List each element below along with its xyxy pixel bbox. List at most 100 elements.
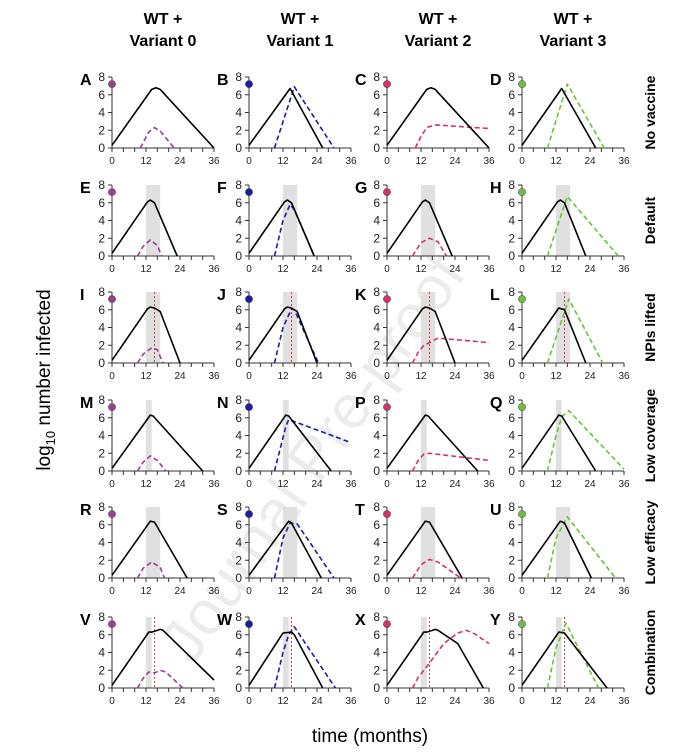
x-tick-label: 24: [311, 479, 323, 490]
x-tick-label: 24: [449, 586, 461, 597]
y-tick-label: 2: [98, 663, 105, 677]
y-tick-label: 0: [235, 141, 242, 155]
y-tick-label: 0: [373, 464, 380, 478]
column-title-line2: Variant 2: [405, 33, 472, 50]
x-tick-label: 24: [311, 156, 323, 167]
wt-line: [521, 520, 593, 579]
y-tick-label: 2: [235, 446, 242, 460]
wt-line: [386, 199, 453, 257]
x-tick-label: 0: [384, 156, 390, 167]
column-title-line1: WT +: [419, 11, 458, 28]
variant-line: [546, 515, 617, 579]
y-tick-label: 8: [98, 285, 105, 299]
panel-letter: A: [80, 72, 92, 89]
variant-line: [273, 203, 315, 257]
y-tick-label: 6: [373, 303, 380, 317]
variant-line: [546, 298, 604, 364]
x-tick-label: 12: [277, 156, 289, 167]
y-tick-label: 8: [373, 285, 380, 299]
y-tick-label: 2: [373, 553, 380, 567]
vaccination-window-shade: [421, 185, 436, 256]
x-tick-label: 36: [483, 156, 495, 167]
y-tick-label: 8: [373, 178, 380, 192]
x-tick-label: 36: [483, 264, 495, 275]
variant-line: [136, 561, 166, 579]
y-tick-label: 0: [508, 681, 515, 695]
wt-line: [248, 87, 324, 149]
variant-introduction-dot: [518, 295, 526, 303]
wt-line: [111, 306, 181, 364]
variant-line: [273, 86, 335, 149]
variant-introduction-dot: [518, 510, 526, 518]
panel-letter: W: [217, 612, 233, 629]
panel-letter: F: [217, 180, 227, 197]
y-tick-label: 0: [98, 249, 105, 263]
vaccination-window-shade: [283, 507, 298, 578]
column-title-line2: Variant 1: [267, 33, 334, 50]
x-tick-label: 36: [345, 586, 357, 597]
x-tick-label: 36: [345, 479, 357, 490]
y-tick-label: 0: [98, 356, 105, 370]
x-tick-label: 24: [174, 696, 186, 707]
panel-letter: V: [80, 612, 91, 629]
y-tick-label: 6: [235, 518, 242, 532]
x-tick-label: 36: [345, 371, 357, 382]
x-tick-label: 24: [584, 156, 596, 167]
wt-line: [386, 306, 456, 364]
panel-letter: L: [490, 287, 500, 304]
vaccination-window-shade: [283, 617, 289, 688]
column-title-line2: Variant 3: [540, 33, 607, 50]
x-tick-label: 0: [109, 479, 115, 490]
x-tick-label: 36: [483, 371, 495, 382]
variant-introduction-dot: [108, 80, 116, 88]
panel-letter: C: [355, 72, 367, 89]
x-tick-label: 36: [618, 696, 630, 707]
panel-letter: P: [355, 395, 366, 412]
x-tick-label: 24: [584, 586, 596, 597]
vaccination-window-shade: [556, 292, 571, 363]
y-tick-label: 2: [373, 123, 380, 137]
y-tick-label: 8: [98, 610, 105, 624]
row-label: NPIs lifted: [642, 293, 658, 361]
y-tick-label: 6: [235, 196, 242, 210]
y-tick-label: 0: [508, 249, 515, 263]
y-tick-label: 6: [373, 518, 380, 532]
y-tick-label: 0: [98, 464, 105, 478]
x-tick-label: 24: [584, 696, 596, 707]
x-tick-label: 36: [618, 479, 630, 490]
x-tick-label: 0: [246, 586, 252, 597]
panel-letter: S: [217, 502, 228, 519]
x-tick-label: 36: [483, 696, 495, 707]
y-tick-label: 4: [508, 106, 515, 120]
x-axis-label: time (months): [312, 726, 428, 747]
panel-letter: R: [80, 502, 92, 519]
y-tick-label: 4: [235, 214, 242, 228]
wt-line: [386, 86, 490, 149]
wt-line: [521, 414, 597, 472]
x-tick-label: 24: [584, 371, 596, 382]
y-tick-label: 8: [373, 610, 380, 624]
x-tick-label: 0: [246, 264, 252, 275]
x-tick-label: 36: [208, 586, 220, 597]
y-tick-label: 6: [508, 628, 515, 642]
y-tick-label: 6: [98, 88, 105, 102]
y-tick-label: 4: [98, 321, 105, 335]
x-tick-label: 12: [415, 371, 427, 382]
y-tick-label: 0: [98, 681, 105, 695]
y-tick-label: 6: [373, 411, 380, 425]
y-tick-label: 6: [98, 411, 105, 425]
y-tick-label: 8: [98, 393, 105, 407]
variant-line: [136, 455, 167, 472]
y-tick-label: 8: [235, 285, 242, 299]
y-tick-label: 0: [373, 141, 380, 155]
row-label: Default: [642, 196, 658, 244]
y-tick-label: 6: [98, 303, 105, 317]
variant-introduction-dot: [383, 403, 391, 411]
y-axis-label: log10 number infected: [34, 289, 58, 470]
vaccination-window-shade: [283, 185, 298, 256]
